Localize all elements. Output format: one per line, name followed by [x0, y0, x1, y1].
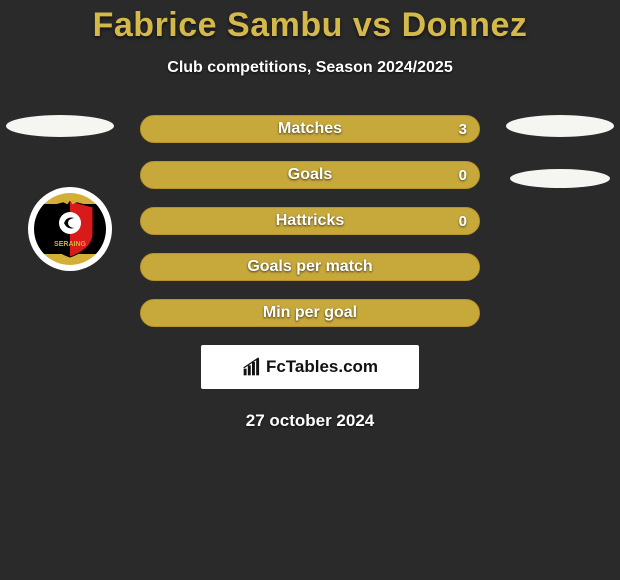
stat-row: Goals per match [140, 253, 480, 281]
right-player-placeholder-1 [506, 115, 614, 137]
page-title: Fabrice Sambu vs Donnez [0, 0, 620, 45]
stat-value-right: 0 [459, 213, 467, 230]
stat-label: Goals [288, 166, 332, 184]
left-player-placeholder [6, 115, 114, 137]
club-shield-icon: SERAING [43, 199, 97, 259]
stat-value-right: 3 [459, 121, 467, 138]
footer-attribution: FcTables.com [201, 345, 419, 389]
stat-label: Min per goal [263, 304, 357, 322]
subtitle: Club competitions, Season 2024/2025 [0, 59, 620, 77]
stat-row: Hattricks 0 [140, 207, 480, 235]
left-club-crest: SERAING [28, 187, 112, 271]
stat-label: Goals per match [247, 258, 372, 276]
right-player-placeholder-2 [510, 169, 610, 188]
stat-label: Hattricks [276, 212, 344, 230]
stat-value-right: 0 [459, 167, 467, 184]
stat-row: Matches 3 [140, 115, 480, 143]
footer-brand-text: FcTables.com [266, 357, 378, 377]
comparison-container: SERAING Matches 3 Goals 0 Hattricks 0 Goals pe… [0, 115, 620, 327]
stat-row: Min per goal [140, 299, 480, 327]
date-text: 27 october 2024 [0, 411, 620, 431]
stat-row: Goals 0 [140, 161, 480, 189]
bars-icon [242, 357, 262, 377]
stats-rows: Matches 3 Goals 0 Hattricks 0 Goals per match M… [140, 115, 480, 327]
stat-label: Matches [278, 120, 342, 138]
svg-text:SERAING: SERAING [54, 241, 86, 248]
